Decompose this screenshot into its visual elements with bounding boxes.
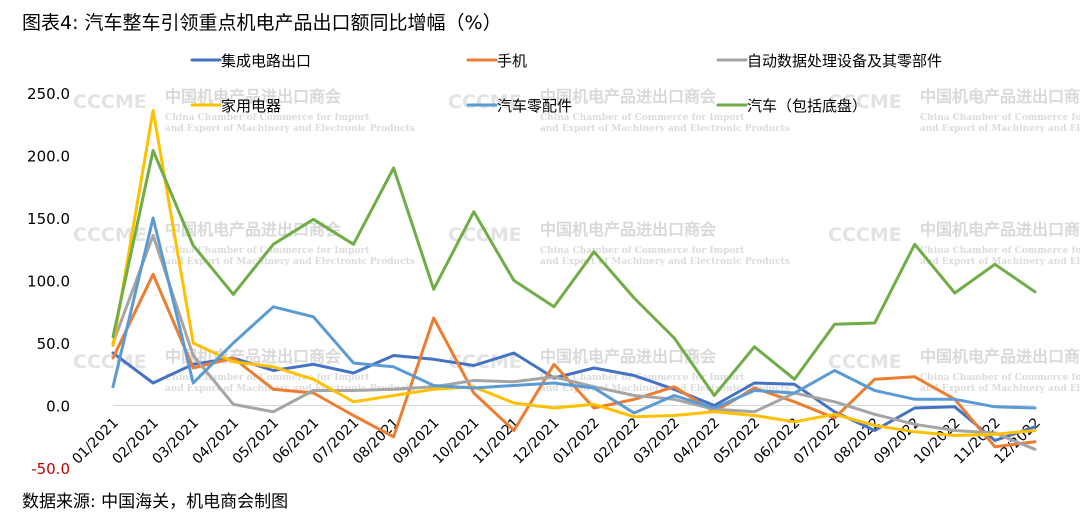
y-tick-label: -50.0 [31,460,70,478]
x-axis: 01/202102/202103/202104/202105/202106/20… [69,405,1044,467]
watermark-subtitle: China Chamber of Commerce for Import [540,246,745,256]
legend-item: 手机 [466,52,527,70]
watermark-title: 中国机电产品进出口商会 [920,220,1080,239]
watermark-layer: CCCME 中国机电产品进出口商会 China Chamber of Commerc… [73,87,1080,394]
y-tick-label: 200.0 [27,148,70,166]
watermark-logo: CCCME [828,224,902,246]
watermark-logo: CCCME [828,91,902,113]
legend-label: 家用电器 [221,97,281,115]
series-line [111,149,1037,397]
legend-label: 自动数据处理设备及其零部件 [747,52,942,70]
watermark-subtitle: China Chamber of Commerce for Import [920,113,1080,123]
watermark-logo: CCCME [448,91,522,113]
y-tick-label: 100.0 [27,273,70,291]
watermark-logo: CCCME [73,224,147,246]
watermark-subtitle: and Export of Machinery and Electronic P… [540,124,790,134]
watermark: CCCME 中国机电产品进出口商会 China Chamber of Commerc… [448,87,790,134]
watermark-subtitle: and Export of Machinery and Electronic P… [920,384,1080,394]
watermark-subtitle: and Export of Machinery and Electronic P… [165,384,415,394]
legend-item: 自动数据处理设备及其零部件 [716,52,942,70]
watermark-logo: CCCME [828,351,902,373]
watermark: CCCME 中国机电产品进出口商会 China Chamber of Commerc… [828,220,1080,267]
data-source-note: 数据来源: 中国海关，机电商会制图 [22,492,289,512]
series-line [111,234,1037,451]
y-tick-label: 50.0 [37,335,70,353]
legend-label: 集成电路出口 [221,52,311,70]
legend-item: 汽车零配件 [466,97,572,115]
watermark-subtitle: and Export of Machinery and Electronic P… [540,257,790,267]
legend-label: 手机 [497,52,527,70]
watermark: CCCME 中国机电产品进出口商会 China Chamber of Commerc… [828,347,1080,394]
watermark-title: 中国机电产品进出口商会 [540,220,716,239]
legend-item: 家用电器 [190,97,281,115]
watermark-logo: CCCME [448,224,522,246]
chart-title: 图表4: 汽车整车引领重点机电产品出口额同比增幅（%） [22,12,502,34]
watermark-subtitle: China Chamber of Commerce for Import [165,373,370,383]
legend-item: 汽车（包括底盘） [716,97,867,115]
legend-label: 汽车零配件 [497,97,572,115]
y-tick-label: 150.0 [27,210,70,228]
y-axis: -50.0 0.0 50.0 100.0 150.0 200.0 250.0 [27,85,70,478]
watermark-title: 中国机电产品进出口商会 [540,87,716,106]
watermark: CCCME 中国机电产品进出口商会 China Chamber of Commerc… [73,87,415,134]
legend-label: 汽车（包括底盘） [747,97,867,115]
watermark-title: 中国机电产品进出口商会 [165,220,341,239]
watermark-subtitle: China Chamber of Commerce for Import [920,373,1080,383]
y-tick-label: 250.0 [27,85,70,103]
y-tick-label: 0.0 [46,398,70,416]
watermark: CCCME 中国机电产品进出口商会 China Chamber of Commerc… [828,87,1080,134]
watermark-subtitle: China Chamber of Commerce for Import [165,113,370,123]
watermark-subtitle: and Export of Machinery and Electronic P… [920,257,1080,267]
watermark-title: 中国机电产品进出口商会 [920,347,1080,366]
series-line [111,109,1037,437]
watermark-subtitle: China Chamber of Commerce for Import [920,246,1080,256]
legend-item: 集成电路出口 [190,52,311,70]
series-lines [111,109,1037,451]
watermark-subtitle: and Export of Machinery and Electronic P… [165,257,415,267]
watermark-subtitle: and Export of Machinery and Electronic P… [920,124,1080,134]
watermark-logo: CCCME [73,91,147,113]
watermark-subtitle: China Chamber of Commerce for Import [540,113,745,123]
watermark: CCCME 中国机电产品进出口商会 China Chamber of Commerc… [448,220,790,267]
watermark-title: 中国机电产品进出口商会 [920,87,1080,106]
watermark-logo: CCCME [73,351,147,373]
watermark-title: 中国机电产品进出口商会 [540,347,716,366]
watermark-title: 中国机电产品进出口商会 [165,87,341,106]
series-line [111,216,1037,415]
watermark-subtitle: and Export of Machinery and Electronic P… [165,124,415,134]
